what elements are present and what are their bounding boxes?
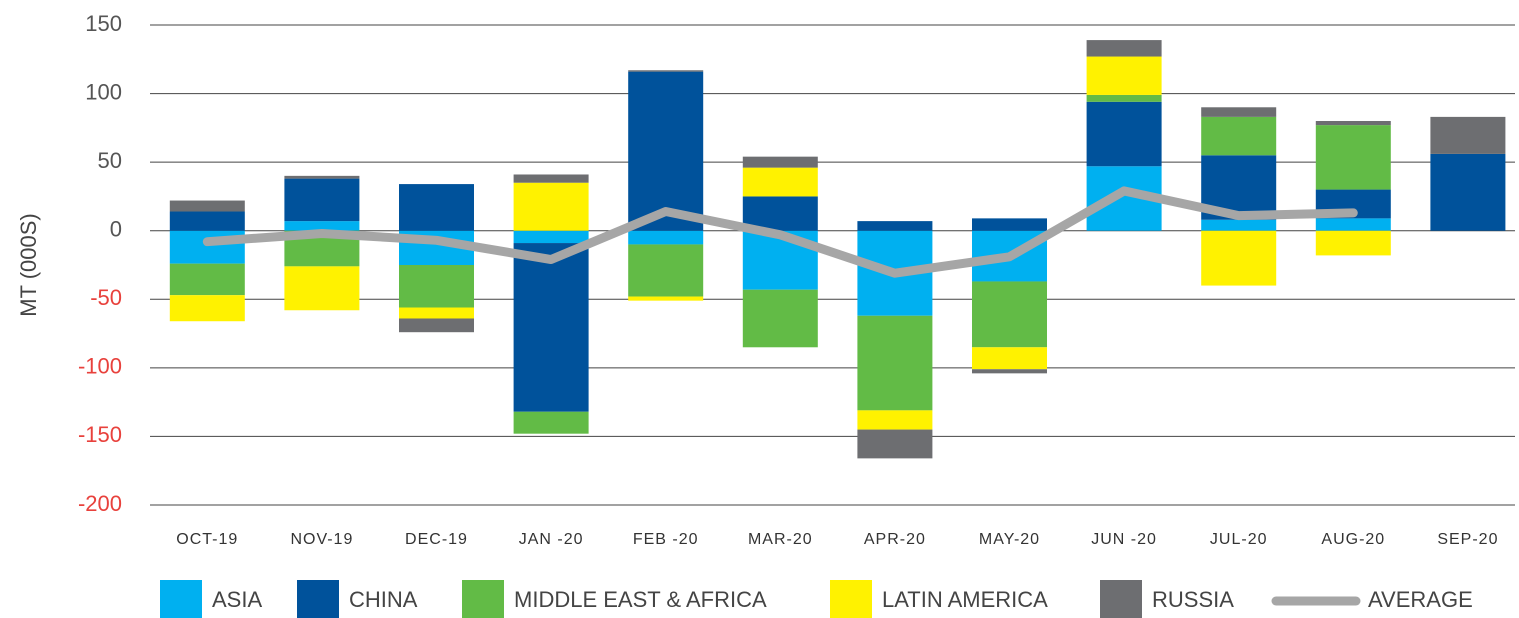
bar-segment <box>1086 40 1162 57</box>
bar-segment <box>972 218 1047 231</box>
bar-segment <box>1430 153 1506 231</box>
bar-segment <box>169 263 245 296</box>
x-tick-label: JAN -20 <box>519 531 584 548</box>
bar-segment <box>742 196 818 231</box>
bar-segment <box>628 71 704 231</box>
bar-segment <box>1430 116 1506 154</box>
bar-segment <box>1315 218 1391 231</box>
average-line <box>202 186 1358 278</box>
y-tick-label: 0 <box>110 217 122 242</box>
bar-segment <box>399 265 474 308</box>
bar-segment <box>513 411 589 434</box>
y-tick-label: -200 <box>78 491 122 516</box>
bar-segment <box>972 347 1047 370</box>
bar-segment <box>857 410 933 430</box>
bar-segment <box>513 174 589 183</box>
legend-label: LATIN AMERICA <box>882 587 1048 612</box>
bar-segment <box>628 70 704 72</box>
bar-segment <box>1201 116 1277 156</box>
legend-label: MIDDLE EAST & AFRICA <box>514 587 767 612</box>
bar-segment <box>1315 230 1391 256</box>
bar-segment <box>1201 107 1277 117</box>
bar-segment <box>857 315 933 411</box>
y-tick-label: -150 <box>78 422 122 447</box>
bar-segment <box>513 230 589 244</box>
bar-segment <box>399 184 474 231</box>
bar-segment <box>513 243 589 412</box>
bar-segment <box>1201 230 1277 286</box>
bar-segment <box>628 296 704 301</box>
bar-segment <box>972 369 1047 374</box>
legend-label: CHINA <box>349 587 418 612</box>
legend-swatch <box>1100 580 1142 618</box>
bar-segment <box>399 318 474 333</box>
bar-segment <box>169 211 245 231</box>
bar-segment <box>972 281 1047 348</box>
bar-segment <box>857 429 933 459</box>
bar-segment <box>742 289 818 348</box>
x-tick-label: APR-20 <box>864 531 926 548</box>
bar-segment <box>742 167 818 197</box>
y-tick-label: 50 <box>98 148 122 173</box>
x-tick-label: JUL-20 <box>1210 531 1268 548</box>
bar-segment <box>284 266 360 311</box>
bar-segment <box>857 221 933 231</box>
y-tick-label: -50 <box>90 285 122 310</box>
y-tick-label: 150 <box>85 11 122 36</box>
legend-swatch <box>830 580 872 618</box>
y-axis-label: MT (000S) <box>16 213 41 317</box>
legend-label: ASIA <box>212 587 262 612</box>
bar-segment <box>399 307 474 319</box>
bar-segment <box>628 244 704 297</box>
legend-swatch <box>462 580 504 618</box>
y-tick-label: 100 <box>85 79 122 104</box>
x-tick-label: DEC-19 <box>405 531 468 548</box>
bar-segment <box>628 230 704 245</box>
legend-swatch <box>297 580 339 618</box>
x-tick-label: AUG-20 <box>1321 531 1385 548</box>
bar-segment <box>513 182 589 231</box>
legend-swatch <box>160 580 202 618</box>
bar-segment <box>284 175 360 179</box>
x-tick-label: SEP-20 <box>1437 531 1498 548</box>
x-tick-label: MAR-20 <box>748 531 813 548</box>
bar-segment <box>1315 121 1391 126</box>
legend-label: AVERAGE <box>1368 587 1473 612</box>
bar-segment <box>1086 101 1162 167</box>
bar-segment <box>742 156 818 168</box>
bar-segment <box>284 178 360 222</box>
y-tick-label: -100 <box>78 354 122 379</box>
x-tick-label: JUN -20 <box>1091 531 1157 548</box>
bar-segment <box>1086 56 1162 95</box>
legend-label: RUSSIA <box>1152 587 1234 612</box>
x-tick-label: OCT-19 <box>176 531 238 548</box>
x-tick-label: MAY-20 <box>979 531 1040 548</box>
x-tick-label: FEB -20 <box>633 531 699 548</box>
bar-segment <box>169 200 245 212</box>
bar-segment <box>169 295 245 322</box>
x-tick-label: NOV-19 <box>290 531 353 548</box>
bar-segment <box>284 221 360 231</box>
bar-segment <box>1201 219 1277 231</box>
bar-segment <box>1315 125 1391 190</box>
bar-segment <box>1086 94 1162 102</box>
